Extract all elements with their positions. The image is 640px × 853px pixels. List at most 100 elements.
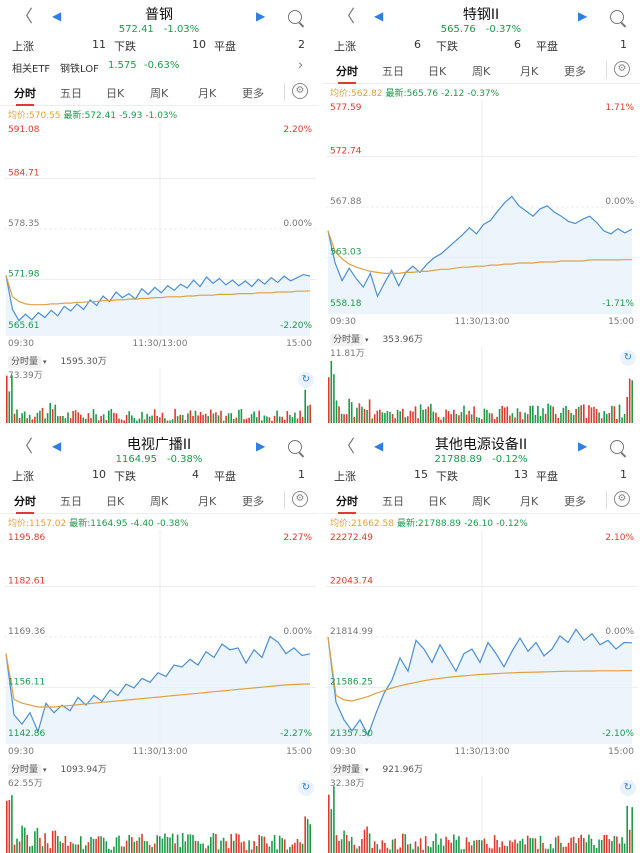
tab-3[interactable]: 周K: [472, 65, 491, 78]
refresh-icon[interactable]: ↻: [620, 780, 636, 796]
volume-bar: [82, 849, 85, 853]
volume-tab[interactable]: 分时量: [330, 764, 364, 776]
volume-bar: [524, 412, 526, 423]
price-change: -4.40: [130, 519, 154, 529]
volume-bar: [386, 847, 389, 853]
tab-4[interactable]: 月K: [520, 495, 539, 508]
volume-bar: [181, 833, 184, 853]
volume-bar: [595, 847, 598, 853]
volume-bar: [202, 843, 204, 853]
volume-bar: [593, 844, 595, 853]
volume-bar: [501, 405, 503, 423]
tab-5[interactable]: 更多: [564, 495, 586, 508]
chevron-right-icon[interactable]: ›: [298, 58, 304, 73]
volume-tab[interactable]: 分时量: [8, 764, 42, 776]
tab-0[interactable]: 分时: [14, 87, 36, 106]
volume-bar: [557, 417, 560, 423]
volume-bar: [69, 418, 72, 423]
period-tabs: 分时 五日 日K 周K 月K 更多 ⚙: [322, 486, 640, 514]
tab-3[interactable]: 周K: [150, 87, 169, 100]
volume-bar: [210, 409, 212, 423]
volume-bar: [424, 409, 427, 423]
volume-bar: [613, 835, 616, 853]
dropdown-icon: ▾: [43, 766, 47, 774]
tab-1[interactable]: 五日: [60, 495, 82, 508]
y-tick-label: 21814.99: [330, 627, 373, 637]
volume-bar: [460, 412, 463, 423]
tab-0[interactable]: 分时: [14, 495, 36, 514]
gear-icon[interactable]: ⚙: [614, 61, 630, 77]
tab-0[interactable]: 分时: [336, 495, 358, 514]
tab-4[interactable]: 月K: [520, 65, 539, 78]
volume-bar: [483, 838, 486, 853]
volume-bar: [376, 410, 379, 423]
search-icon[interactable]: [610, 440, 627, 458]
volume-bar: [358, 403, 361, 423]
chevron-left-icon[interactable]: 〈: [16, 437, 33, 457]
search-icon[interactable]: [288, 10, 305, 28]
volume-max-label: 11.81万: [330, 349, 365, 359]
gear-icon[interactable]: ⚙: [292, 491, 308, 507]
triangle-right-icon[interactable]: ▶: [578, 9, 588, 23]
volume-bar: [34, 831, 36, 853]
gear-icon[interactable]: ⚙: [614, 491, 630, 507]
up-label: 上涨: [334, 40, 356, 53]
volume-bar: [353, 416, 356, 423]
volume-bar: [468, 410, 470, 423]
volume-bar: [166, 836, 169, 853]
volume-bar: [8, 391, 11, 423]
tab-3[interactable]: 周K: [472, 495, 491, 508]
volume-bar: [417, 846, 419, 853]
refresh-icon[interactable]: ↻: [620, 350, 636, 366]
tab-3[interactable]: 周K: [150, 495, 169, 508]
triangle-right-icon[interactable]: ▶: [256, 9, 266, 23]
volume-tab[interactable]: 分时量: [330, 334, 364, 346]
tab-4[interactable]: 月K: [198, 495, 217, 508]
tab-4[interactable]: 月K: [198, 87, 217, 100]
volume-bar: [503, 845, 506, 853]
tab-2[interactable]: 日K: [106, 495, 125, 508]
tab-1[interactable]: 五日: [382, 65, 404, 78]
volume-bar: [199, 411, 202, 423]
volume-bar: [59, 416, 62, 423]
volume-bar: [296, 418, 299, 423]
tab-5[interactable]: 更多: [564, 65, 586, 78]
avg-price: 均价:1157.02: [8, 519, 67, 529]
volume-bar: [419, 838, 422, 853]
volume-tab[interactable]: 分时量: [8, 356, 42, 368]
chevron-left-icon[interactable]: 〈: [338, 437, 355, 457]
volume-bar: [335, 835, 338, 853]
tab-5[interactable]: 更多: [242, 87, 264, 100]
tab-1[interactable]: 五日: [382, 495, 404, 508]
tab-2[interactable]: 日K: [428, 65, 447, 78]
search-icon[interactable]: [288, 440, 305, 458]
triangle-left-icon[interactable]: ◀: [374, 439, 384, 453]
chevron-left-icon[interactable]: 〈: [338, 7, 355, 27]
index-panel: 〈 ◀ 其他电源设备II 21788.89 -0.12% ▶ 上涨 15 下跌 13 平盘 1 分时 五日…: [322, 430, 640, 853]
volume-bar: [350, 836, 353, 853]
x-tick-label: 11:30/13:00: [133, 747, 188, 757]
tab-0[interactable]: 分时: [336, 65, 358, 84]
tab-5[interactable]: 更多: [242, 495, 264, 508]
volume-bar: [21, 413, 23, 423]
triangle-left-icon[interactable]: ◀: [374, 9, 384, 23]
triangle-right-icon[interactable]: ▶: [256, 439, 266, 453]
related-etf-row[interactable]: 相关ETF 钢铁LOF 1.575 -0.63% ›: [0, 56, 318, 76]
triangle-left-icon[interactable]: ◀: [52, 439, 62, 453]
triangle-right-icon[interactable]: ▶: [578, 439, 588, 453]
refresh-icon[interactable]: ↻: [298, 780, 314, 796]
volume-bar: [245, 418, 248, 423]
volume-bar: [442, 845, 445, 853]
volume-bar: [309, 824, 311, 853]
triangle-left-icon[interactable]: ◀: [52, 9, 62, 23]
search-icon[interactable]: [610, 10, 627, 28]
volume-bar: [432, 411, 435, 423]
volume-bar: [13, 844, 16, 853]
tab-1[interactable]: 五日: [60, 87, 82, 100]
refresh-icon[interactable]: ↻: [298, 372, 314, 388]
volume-bar: [90, 418, 92, 423]
tab-2[interactable]: 日K: [106, 87, 125, 100]
tab-2[interactable]: 日K: [428, 495, 447, 508]
chevron-left-icon[interactable]: 〈: [16, 7, 33, 27]
gear-icon[interactable]: ⚙: [292, 83, 308, 99]
